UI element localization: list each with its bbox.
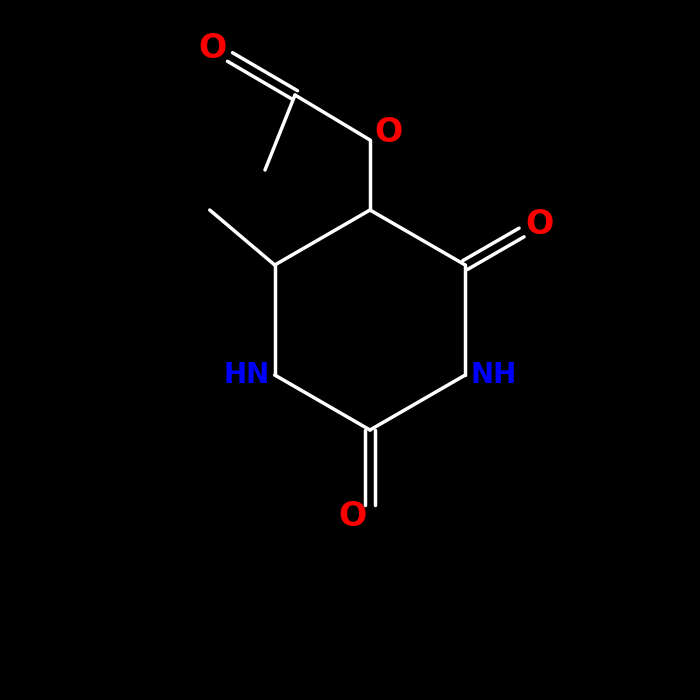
- Text: O: O: [526, 208, 554, 241]
- Text: HN: HN: [223, 361, 270, 389]
- Text: O: O: [338, 500, 366, 533]
- Text: O: O: [198, 32, 226, 66]
- Text: O: O: [374, 116, 402, 148]
- Text: NH: NH: [470, 361, 517, 389]
